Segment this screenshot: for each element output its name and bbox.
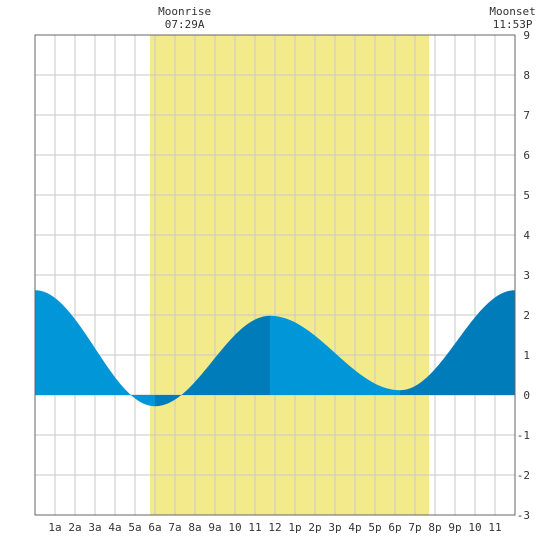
- y-tick-label: 0: [523, 389, 530, 402]
- y-tick-label: 2: [523, 309, 530, 322]
- x-tick-label: 7p: [408, 521, 421, 534]
- x-tick-label: 4a: [108, 521, 121, 534]
- x-tick-label: 9p: [448, 521, 461, 534]
- moonrise-time: 07:29A: [165, 18, 205, 31]
- y-tick-labels: 9 8 7 6 5 4 3 2 1 0 -1 -2 -3: [517, 29, 531, 522]
- x-tick-label: 2p: [308, 521, 321, 534]
- y-tick-label: 8: [523, 69, 530, 82]
- x-tick-label: 1a: [48, 521, 61, 534]
- y-tick-label: 7: [523, 109, 530, 122]
- y-tick-label: 5: [523, 189, 530, 202]
- x-tick-label: 1p: [288, 521, 301, 534]
- y-tick-label: 9: [523, 29, 530, 42]
- x-tick-label: 11: [248, 521, 261, 534]
- x-tick-label: 8a: [188, 521, 201, 534]
- tide-area-rising: [400, 290, 515, 395]
- x-tick-label: 3a: [88, 521, 101, 534]
- y-tick-label: 4: [523, 229, 530, 242]
- y-tick-label: 3: [523, 269, 530, 282]
- moonset-title: Moonset: [489, 5, 535, 18]
- x-tick-label: 6a: [148, 521, 161, 534]
- moonrise-title: Moonrise: [158, 5, 211, 18]
- x-tick-label: 7a: [168, 521, 181, 534]
- tide-area-falling: [270, 315, 400, 395]
- y-tick-label: -2: [517, 469, 530, 482]
- x-tick-label: 2a: [68, 521, 81, 534]
- tide-area-rising: [155, 315, 270, 407]
- x-tick-label: 12: [268, 521, 281, 534]
- x-tick-label: 10: [228, 521, 241, 534]
- moonset-time: 11:53P: [493, 18, 533, 31]
- tide-area-layer: [35, 290, 515, 407]
- x-tick-label: 10: [468, 521, 481, 534]
- plot-frame: [34, 34, 516, 516]
- y-tick-label: -1: [517, 429, 530, 442]
- x-tick-label: 5p: [368, 521, 381, 534]
- x-tick-label: 9a: [208, 521, 221, 534]
- x-tick-label: 8p: [428, 521, 441, 534]
- x-tick-label: 6p: [388, 521, 401, 534]
- x-tick-label: 3p: [328, 521, 341, 534]
- y-tick-label: 1: [523, 349, 530, 362]
- tide-area-falling: [35, 290, 155, 407]
- y-tick-label: 6: [523, 149, 530, 162]
- x-tick-label: 11: [488, 521, 501, 534]
- x-tick-label: 4p: [348, 521, 361, 534]
- x-tick-labels: 1a 2a 3a 4a 5a 6a 7a 8a 9a 10 11 12 1p 2p 3p 4p 5p 6p 7p 8p…: [48, 521, 501, 534]
- x-tick-label: 5a: [128, 521, 141, 534]
- y-tick-label: -3: [517, 509, 530, 522]
